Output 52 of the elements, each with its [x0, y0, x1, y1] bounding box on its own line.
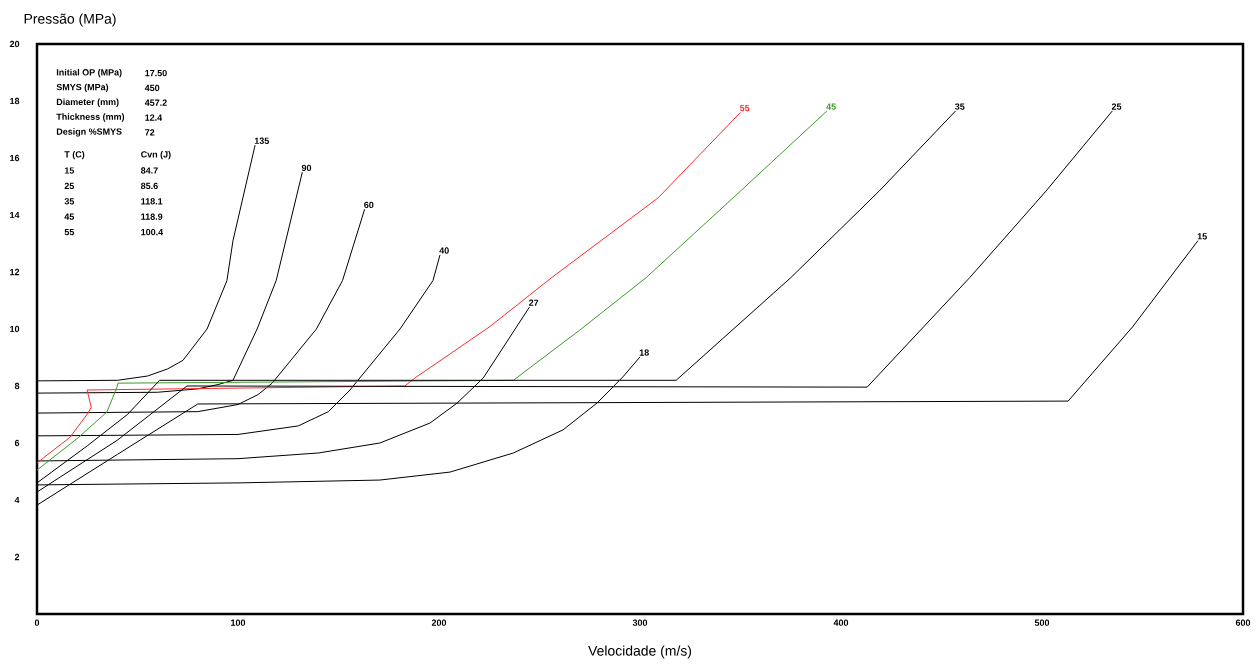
annotation: 15	[64, 167, 75, 174]
series-label: 25	[1111, 103, 1122, 110]
annotation: T (C)	[64, 150, 85, 160]
annotation: 72	[145, 129, 155, 136]
annotation: SMYS (MPa)	[56, 83, 109, 93]
annotation: Thickness (mm)	[56, 113, 125, 122]
annotation: 85.6	[140, 182, 158, 190]
series-label: 18	[639, 349, 649, 356]
series-label: 60	[364, 201, 374, 209]
annotation: Initial OP (MPa)	[56, 68, 122, 78]
annotation: 45	[64, 213, 75, 220]
x-tick-label: 600	[1235, 619, 1251, 626]
series-label: 90	[301, 164, 312, 172]
y-tick-label: 20	[9, 40, 20, 48]
y-tick-label: 4	[14, 496, 20, 504]
y-tick-label: 18	[10, 97, 20, 105]
y-axis-title: Pressão (MPa)	[24, 13, 116, 27]
x-tick-label: 500	[1034, 619, 1050, 626]
y-tick-label: 10	[10, 325, 20, 333]
annotation: 25	[64, 182, 75, 190]
annotation: 100.4	[141, 228, 164, 236]
series-label: 15	[1197, 233, 1207, 240]
x-tick-label: 400	[833, 619, 849, 626]
x-tick-label: 0	[34, 619, 40, 626]
series-label: 27	[528, 299, 539, 306]
annotation: 55	[64, 228, 75, 236]
y-tick-label: 2	[14, 553, 20, 561]
x-tick-label: 200	[431, 619, 447, 626]
annotation: 118.1	[141, 198, 163, 205]
y-tick-label: 16	[10, 154, 20, 162]
annotation: 118.9	[141, 213, 163, 220]
y-tick-label: 6	[14, 439, 20, 447]
annotation: Cvn (J)	[141, 150, 171, 160]
series-label: 40	[439, 247, 449, 254]
series-label: 55	[739, 104, 750, 112]
x-tick-label: 300	[632, 619, 648, 626]
annotation: 12.4	[145, 114, 163, 121]
annotation: 457.2	[144, 99, 167, 106]
annotation: Diameter (mm)	[56, 98, 119, 107]
series-label: 35	[954, 103, 965, 110]
series-label: 45	[826, 103, 836, 110]
y-tick-label: 14	[10, 211, 20, 219]
annotation: 84.7	[140, 167, 158, 174]
x-axis-title: Velocidade (m/s)	[588, 645, 692, 659]
annotation: Design %SMYS	[56, 128, 122, 137]
annotation: 17.50	[145, 69, 167, 77]
annotation: 450	[144, 84, 160, 92]
y-tick-label: 8	[14, 382, 20, 390]
annotation: 35	[64, 198, 75, 205]
series-label: 135	[254, 137, 269, 144]
y-tick-label: 12	[10, 268, 20, 276]
x-tick-label: 100	[231, 619, 246, 626]
